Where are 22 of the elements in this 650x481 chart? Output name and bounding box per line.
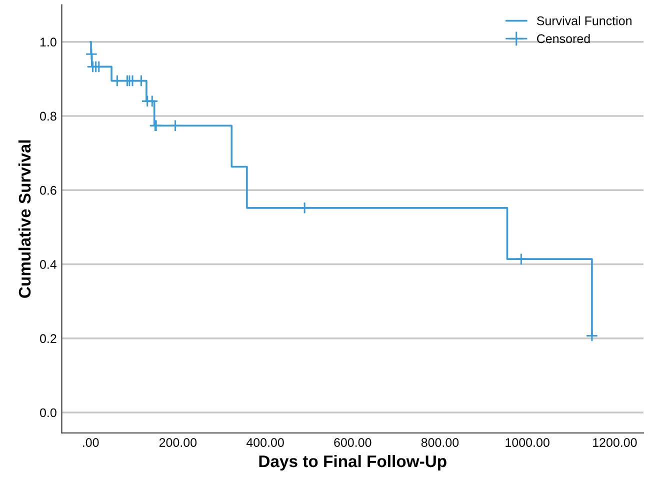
y-tick-label: 0.0 <box>40 408 56 418</box>
x-tick-label: 1000.00 <box>506 438 550 447</box>
y-tick-label: 0.6 <box>40 186 56 195</box>
point <box>298 202 311 214</box>
x-axis-title: Days to Final Follow-Up <box>259 454 446 471</box>
y-tick-label: 0.4 <box>40 260 57 269</box>
legend-label: Survival Function <box>536 16 632 26</box>
y-axis-title: Cumulative Survival <box>18 140 31 298</box>
legend-label: Censored <box>537 34 590 44</box>
point <box>85 48 98 60</box>
y-tick-label: 0.8 <box>40 112 56 121</box>
y-tick-label: 0.2 <box>40 334 56 344</box>
x-tick-label: 600.00 <box>334 438 372 447</box>
y-tick-label: 1.0 <box>40 38 56 47</box>
x-tick-label: 1200.00 <box>593 438 637 447</box>
point <box>586 330 598 342</box>
point <box>169 119 182 132</box>
x-tick-label: 800.00 <box>421 438 459 447</box>
x-tick-label: 400.00 <box>246 438 284 447</box>
x-tick-label: 200.00 <box>159 438 197 447</box>
point <box>515 252 528 266</box>
x-tick-label: .00 <box>83 438 99 447</box>
